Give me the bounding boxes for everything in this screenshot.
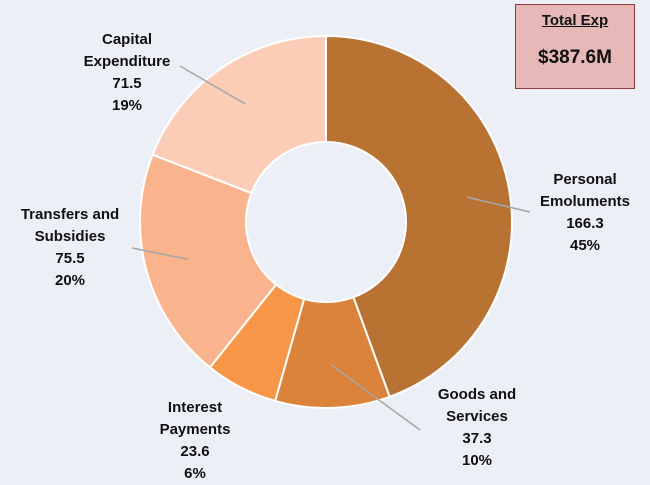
slice-label: Interest Payments 23.6 6% [130,397,260,485]
percent-label: 19% [111,97,143,114]
donut-slice [139,153,278,369]
value-label: 23.6 [180,443,210,460]
slice-label: Goods and Services 37.3 10% [412,384,542,472]
percent-label: 10% [461,452,493,469]
category-label: Personal Emoluments [539,171,630,210]
value-label: 37.3 [462,430,492,447]
percent-label: 45% [569,237,601,254]
slice-label: Capital Expenditure 71.5 19% [62,29,192,117]
total-label: Total Exp [541,12,609,29]
category-label: Capital Expenditure [83,31,171,70]
leader-line [179,65,246,105]
slice-label: Personal Emoluments 166.3 45% [520,169,650,257]
slice-label: Transfers and Subsidies 75.5 20% [5,204,135,292]
total-box: Total Exp $387.6M [515,4,635,89]
category-label: Interest Payments [159,399,231,438]
donut-slice [151,34,327,195]
value-label: 166.3 [566,215,604,232]
leader-line [330,364,421,431]
percent-label: 6% [184,465,206,482]
value-label: 75.5 [55,250,85,267]
total-value: $387.6M [538,47,612,68]
donut-slice [325,34,513,399]
value-label: 71.5 [112,75,142,92]
leader-line [466,196,531,213]
percent-label: 20% [54,272,86,289]
category-label: Transfers and Subsidies [20,206,120,245]
leader-line [131,247,189,260]
category-label: Goods and Services [437,386,517,425]
